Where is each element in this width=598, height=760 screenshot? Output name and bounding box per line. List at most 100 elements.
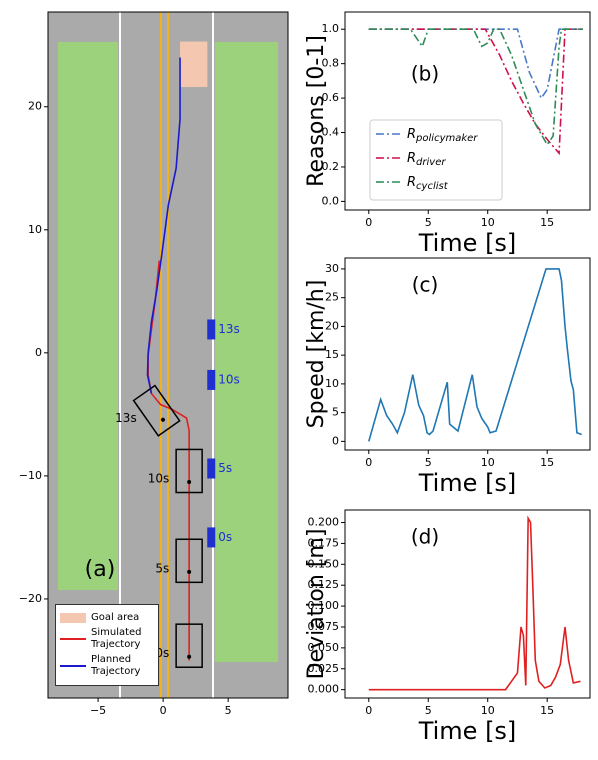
legend-swatch xyxy=(60,613,86,623)
y-tick-label: 1.0 xyxy=(322,22,340,35)
vehicle-body xyxy=(175,538,203,584)
lane-edge xyxy=(119,12,121,698)
y-tick-label: 0.125 xyxy=(308,578,340,591)
vehicle xyxy=(175,623,203,668)
x-tick-label: 0 xyxy=(365,456,372,469)
y-tick-label: 20 xyxy=(28,100,42,113)
x-tick-label: 15 xyxy=(540,704,554,717)
line xyxy=(368,515,581,691)
legend-label: Rpolicymaker xyxy=(407,127,478,145)
vehicle-center xyxy=(187,480,192,485)
y-tick-label: 0.050 xyxy=(308,641,340,654)
y-tick-label: 0.200 xyxy=(308,516,340,529)
vehicle-label: 5s xyxy=(155,561,169,575)
y-tick-label: 25 xyxy=(325,291,339,304)
vehicle-center xyxy=(187,569,192,574)
plot-frame xyxy=(344,11,591,211)
vehicle-body xyxy=(132,384,181,437)
y-tick-label: 30 xyxy=(325,262,339,275)
line xyxy=(146,57,181,394)
y-tick-label: 0.2 xyxy=(322,160,340,173)
panel-label: (c) xyxy=(412,273,439,297)
legend-swatch xyxy=(60,665,86,667)
line xyxy=(147,260,190,661)
cyclist xyxy=(207,527,216,548)
y-tick-label: 0.075 xyxy=(308,620,340,633)
y-tick-label: 0.8 xyxy=(322,57,340,70)
y-tick-label: 0 xyxy=(332,434,339,447)
x-tick-label: −5 xyxy=(90,704,106,717)
y-axis-label: Reasons [0-1] xyxy=(304,35,329,187)
x-tick-label: 5 xyxy=(425,704,432,717)
legend-label: Planned Trajectory xyxy=(91,654,141,677)
y-tick-label: −10 xyxy=(19,469,42,482)
line xyxy=(368,28,583,100)
line xyxy=(368,28,583,147)
cyclist-label: 5s xyxy=(218,461,232,475)
line xyxy=(368,28,583,156)
y-tick-label: 0.0 xyxy=(322,194,340,207)
legend: Goal area Simulated Trajectory Planned T… xyxy=(55,604,159,686)
x-tick-label: 10 xyxy=(481,456,495,469)
y-tick-label: 0.175 xyxy=(308,536,340,549)
grass xyxy=(215,42,278,662)
y-tick-label: 0.150 xyxy=(308,557,340,570)
x-tick-label: 5 xyxy=(425,216,432,229)
x-axis-label: Time [s] xyxy=(418,717,517,745)
x-tick-label: 15 xyxy=(540,216,554,229)
vehicle-label: 13s xyxy=(115,411,137,425)
x-tick-label: 15 xyxy=(540,456,554,469)
cyclist-label: 0s xyxy=(218,530,232,544)
x-tick-label: 0 xyxy=(365,704,372,717)
cyclist-label: 10s xyxy=(218,372,240,386)
y-axis-label: Deviation [m] xyxy=(304,529,329,680)
legend-label: Rcyclist xyxy=(407,175,449,193)
x-tick-label: 10 xyxy=(481,704,495,717)
y-axis-label: Speed [km/h] xyxy=(304,280,329,429)
vehicle-center xyxy=(160,417,165,422)
vehicle-label: 10s xyxy=(148,471,170,485)
y-tick-label: −20 xyxy=(19,592,42,605)
y-tick-label: 10 xyxy=(28,223,42,236)
plot-frame xyxy=(344,509,591,699)
y-tick-label: 0.000 xyxy=(308,683,340,696)
cyclist-label: 13s xyxy=(218,322,240,336)
y-tick-label: 0.4 xyxy=(322,126,340,139)
x-tick-label: 0 xyxy=(365,216,372,229)
vehicle xyxy=(175,448,203,494)
legend-label: Rdriver xyxy=(407,151,446,169)
y-tick-label: 10 xyxy=(325,377,339,390)
y-tick-label: 0.6 xyxy=(322,91,340,104)
legend xyxy=(369,119,503,201)
grass xyxy=(58,42,118,590)
legend-item: Simulated Trajectory xyxy=(60,627,154,651)
legend-label: Goal area xyxy=(91,612,140,623)
vehicle-body xyxy=(175,448,203,494)
vehicle-center xyxy=(187,654,192,659)
x-tick-label: 0 xyxy=(160,704,167,717)
vehicle xyxy=(132,384,181,437)
legend-item: Goal area xyxy=(60,612,154,624)
center-line xyxy=(167,12,169,698)
legend-item: Planned Trajectory xyxy=(60,654,154,678)
x-tick-label: 10 xyxy=(481,216,495,229)
plot-frame xyxy=(47,11,289,699)
y-tick-label: 15 xyxy=(325,348,339,361)
cyclist xyxy=(207,369,216,390)
panel-label: (b) xyxy=(411,62,439,86)
vehicle-body xyxy=(175,623,203,668)
panel-label: (d) xyxy=(411,525,439,549)
lane-edge xyxy=(212,12,214,698)
x-axis-label: Time [s] xyxy=(418,229,517,257)
cyclist xyxy=(207,458,216,479)
y-tick-label: 0 xyxy=(35,346,42,359)
y-tick-label: 0.100 xyxy=(308,599,340,612)
x-tick-label: 5 xyxy=(225,704,232,717)
legend-label: Simulated Trajectory xyxy=(91,627,142,650)
legend-swatch xyxy=(60,638,86,640)
line xyxy=(368,268,582,442)
panel-label: (a) xyxy=(85,557,116,582)
y-tick-label: 5 xyxy=(332,406,339,419)
